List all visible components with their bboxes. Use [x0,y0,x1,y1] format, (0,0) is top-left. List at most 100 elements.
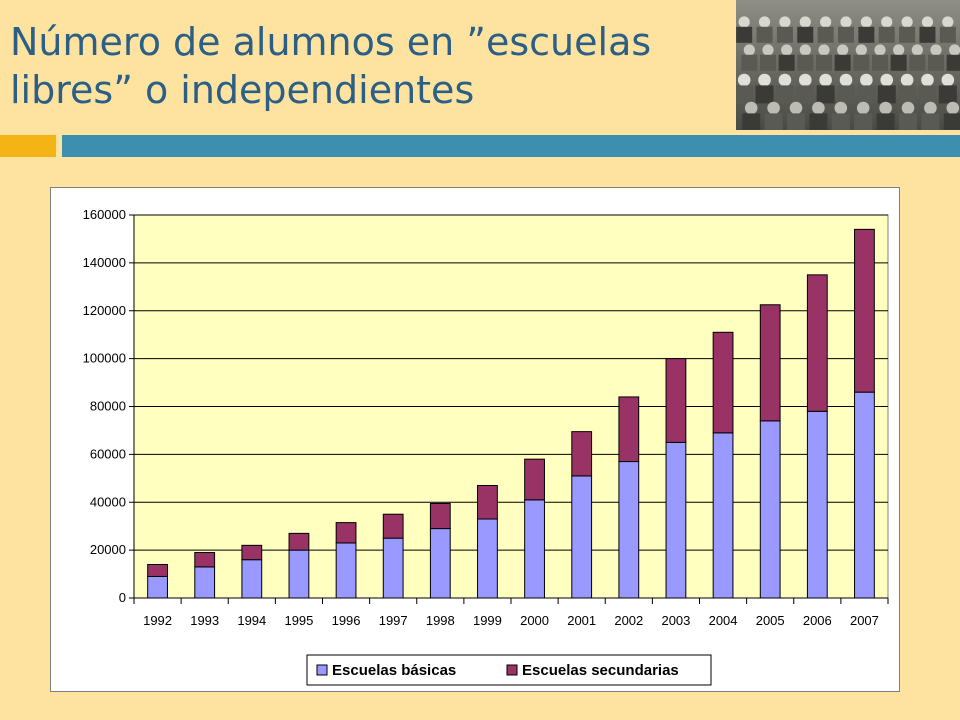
photo-person [818,44,830,56]
photo-person [812,101,825,115]
photo-person [860,73,873,87]
photo-person-body [736,26,753,43]
photo-person-body [741,54,758,71]
photo-person [758,73,771,87]
photo-person-body [899,26,916,43]
stacked-bar-chart: 0 20000 40000 60000 80000 100000 120000 140000 1… [83,207,889,686]
bar-segment [429,528,451,599]
photo-person [879,101,892,115]
chart-area: 0 20000 40000 60000 80000 100000 120000 140000 1… [50,187,900,692]
photo-person-body [756,26,773,43]
y-tick-label: 40000 [90,494,126,509]
slide-title: Número de alumnos en ”escuelas libres” o… [10,20,652,112]
photo-person [798,73,812,87]
photo-person-body [809,113,828,130]
y-tick-label: 0 [119,590,126,605]
bar-segment [571,431,593,477]
x-tick-label: 1993 [190,613,219,628]
photo-person [942,16,954,28]
photo-person-body [946,54,960,71]
photo-person-body [858,26,875,43]
photo-person [924,101,937,115]
x-tick-label: 2006 [803,613,832,628]
accent-bar-blue [62,135,960,157]
photo-person [799,16,811,28]
photo-person-body [898,85,917,104]
photo-person-body [817,26,834,43]
bar-segment [665,441,687,599]
bar-segment [618,396,640,463]
photo-person [921,16,934,28]
photo-person [949,44,960,56]
bar-segment [194,552,216,568]
x-tick-label: 2005 [756,613,785,628]
photo-person [860,16,872,28]
bar-segment [854,391,875,599]
photo-person [737,73,751,87]
photo-person [839,73,853,87]
bar-segment [806,410,828,599]
bar-segment [147,563,168,577]
photo-person [820,16,832,28]
x-tick-label: 2007 [850,613,879,628]
bar-segment [854,228,875,393]
bar-segment [759,420,781,599]
photo-person [837,44,849,56]
bar-segment [665,358,687,443]
photo-person [901,101,915,115]
photo-person [881,16,893,28]
photo-person-body [816,54,832,71]
photo-person-body [899,113,917,130]
photo-person [744,101,758,115]
photo-person [778,73,792,87]
photo-person-body [831,113,850,130]
photo-person-body [857,85,876,104]
photo-person [946,101,960,115]
photo-person [941,73,955,87]
class-photo [736,0,960,130]
x-tick-label: 1994 [237,613,266,628]
photo-person-body [909,54,926,71]
bar-segment [712,432,734,599]
photo-person-body [854,113,873,130]
photo-person-body [939,26,956,43]
photo-person [921,73,934,87]
legend-swatch [506,664,518,676]
bar-segment [618,461,640,599]
photo-person [758,16,771,28]
photo-person-body [787,113,805,130]
photo-person [819,73,832,87]
photo-person [874,44,886,56]
bar-segment [382,513,404,539]
photo-person [911,44,923,56]
photo-person [901,16,913,28]
photo-person-body [736,85,754,104]
bar-segment [147,575,168,599]
photo-person [781,44,793,56]
bar-segment [335,542,357,599]
photo-person [880,73,894,87]
photo-person-body [760,54,776,71]
x-tick-label: 1996 [332,613,361,628]
photo-person-body [778,54,795,71]
photo-person [779,16,791,28]
photo-person [743,44,755,56]
accent-bar-orange [0,135,56,157]
photo-person-body [838,26,854,43]
bar-segment [241,544,263,561]
photo-person [840,16,852,28]
photo-person-body [921,113,940,130]
y-tick-label: 120000 [83,303,126,318]
photo-person [789,101,803,115]
bar-segment [571,475,593,599]
y-tick-label: 20000 [90,542,126,557]
photo-person-body [919,26,936,43]
legend-label: Escuelas básicas [332,662,456,679]
bar-segment [806,274,828,412]
photo-person-body [918,85,937,104]
bar-segment [382,537,404,599]
bar-segment [288,532,310,551]
bar-segment [477,484,498,520]
bar-segment [335,522,357,544]
photo-person-body [764,113,783,130]
